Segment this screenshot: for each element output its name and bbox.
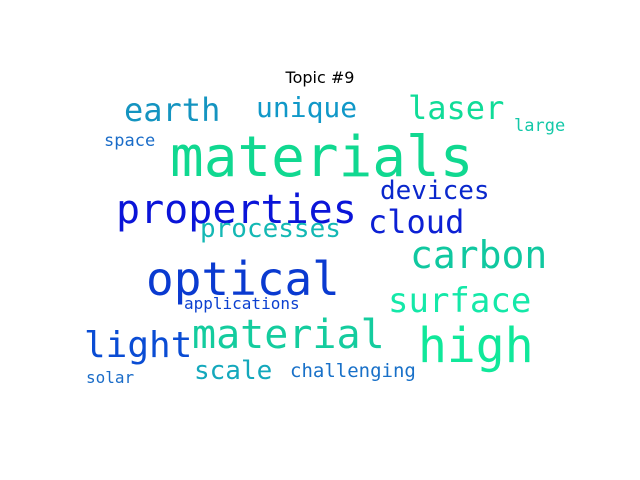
word-earth: earth [124,91,221,129]
word-laser: laser [408,89,505,127]
word-large: large [514,116,566,136]
word-space: space [104,131,156,151]
word-cloud: cloud [368,203,465,241]
word-materials: materials [170,125,474,190]
word-light: light [84,325,193,366]
word-optical: optical [146,252,340,306]
word-solar: solar [86,368,135,387]
figure-title: Topic #9 [285,68,355,87]
word-unique: unique [256,91,358,124]
word-challenging: challenging [290,360,416,382]
word-high: high [418,318,534,374]
word-applications: applications [184,294,300,313]
word-properties: properties [116,187,357,233]
word-material: material [192,312,385,358]
word-scale: scale [194,356,273,386]
word-devices: devices [380,176,490,206]
word-carbon: carbon [410,233,548,277]
word-surface: surface [388,281,532,321]
word-processes: processes [200,214,341,244]
